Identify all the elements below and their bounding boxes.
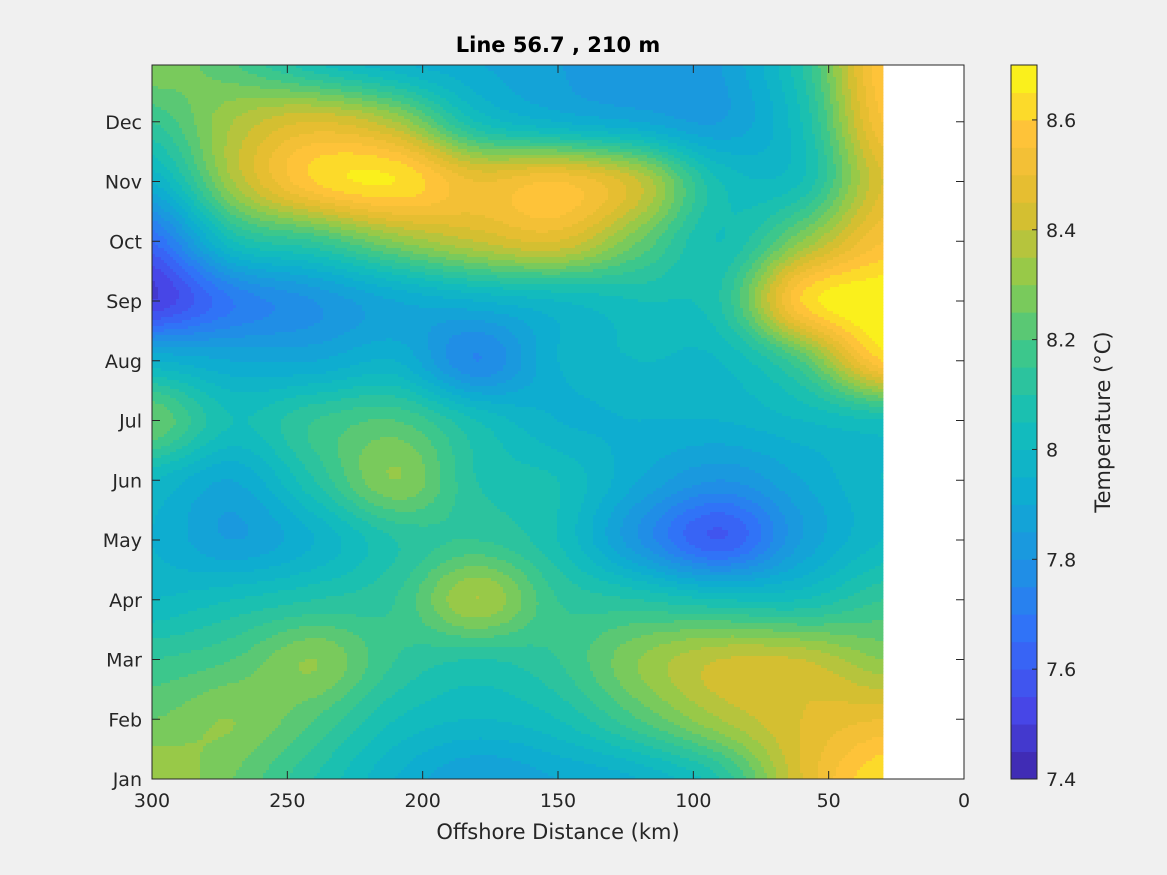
- contour-field: [152, 65, 883, 780]
